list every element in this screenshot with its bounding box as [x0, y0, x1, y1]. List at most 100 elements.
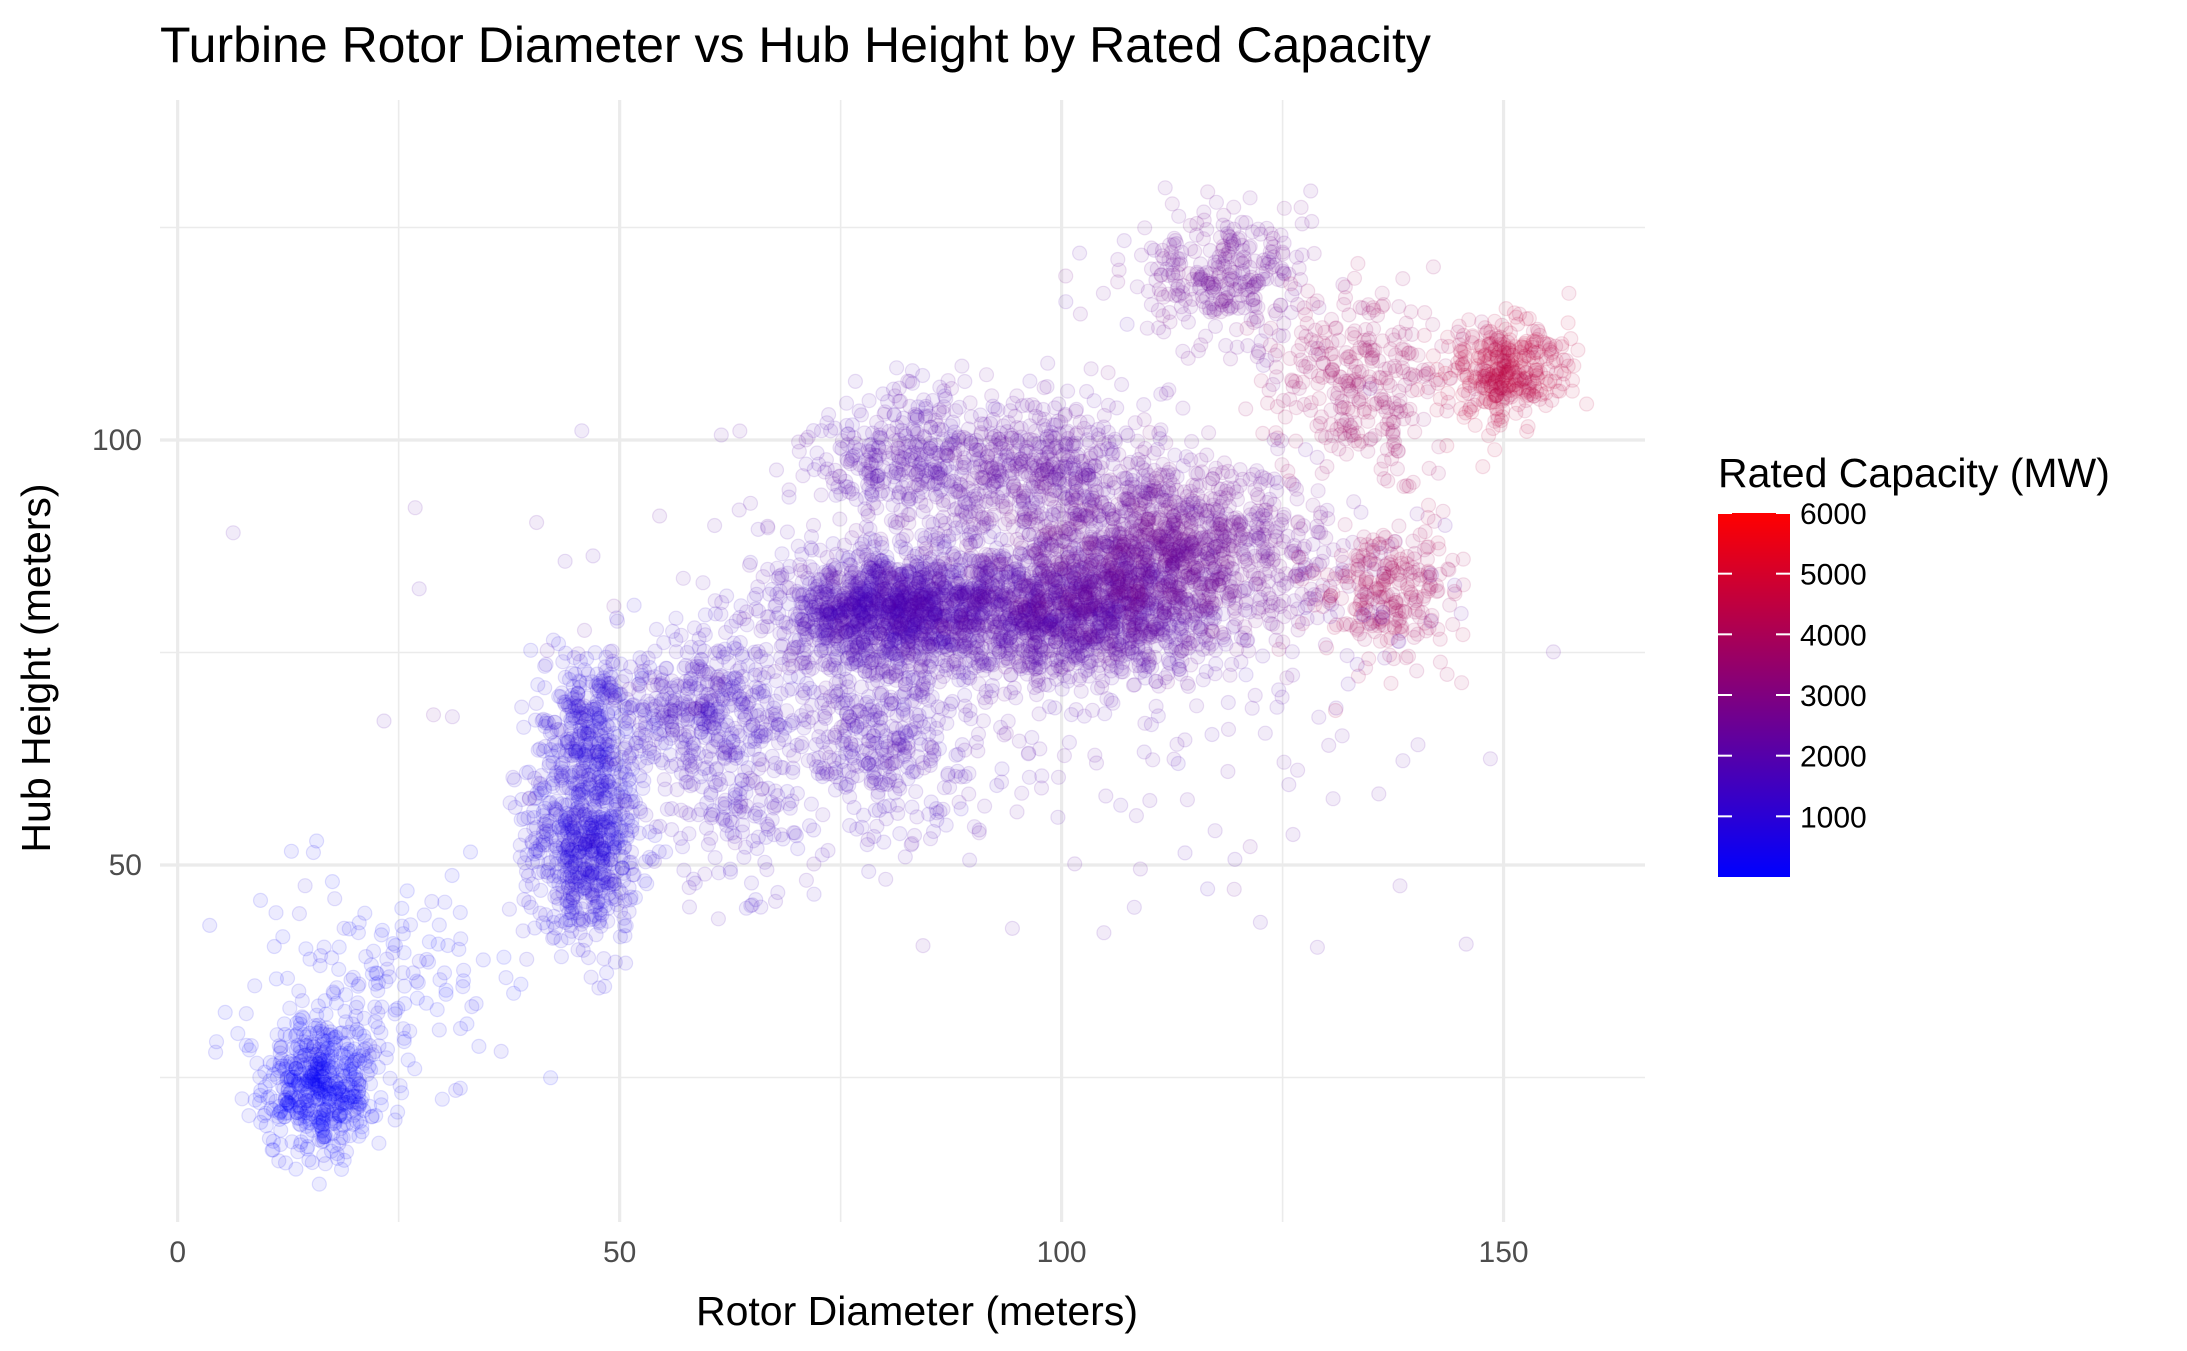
data-point: [769, 797, 786, 813]
data-point: [282, 1000, 298, 1016]
data-point: [238, 1037, 254, 1054]
data-point: [292, 1083, 308, 1099]
data-point: [320, 1098, 336, 1114]
data-point: [626, 597, 642, 613]
data-point: [326, 1039, 342, 1056]
data-point: [217, 1004, 233, 1021]
data-point: [314, 1021, 330, 1037]
data-point: [813, 643, 829, 659]
data-point: [285, 1069, 302, 1085]
data-point: [596, 950, 612, 967]
data-point: [277, 1155, 294, 1171]
data-point: [321, 1091, 337, 1107]
data-point: [252, 1087, 268, 1104]
data-point: [600, 675, 616, 691]
data-point: [857, 758, 873, 774]
data-point: [695, 622, 712, 639]
data-point: [326, 1102, 342, 1118]
data-point: [617, 955, 634, 971]
data-point: [416, 907, 432, 923]
data-point: [755, 684, 771, 700]
data-point: [331, 1108, 347, 1124]
data-point: [354, 1089, 370, 1106]
data-point: [317, 1088, 333, 1104]
data-point: [536, 863, 552, 880]
data-point: [327, 891, 343, 907]
data-point: [564, 748, 580, 764]
data-point: [709, 711, 725, 728]
data-point: [262, 1073, 278, 1089]
data-point: [268, 905, 284, 921]
data-point: [1238, 667, 1254, 683]
data-point: [293, 1048, 309, 1065]
data-point: [801, 818, 818, 834]
data-point: [347, 1080, 363, 1096]
data-point: [325, 1031, 341, 1047]
data-point: [546, 929, 562, 945]
data-point: [653, 752, 669, 768]
data-point: [370, 1005, 386, 1021]
data-point: [975, 713, 992, 729]
data-point: [290, 1077, 306, 1093]
data-point: [351, 976, 367, 992]
data-point: [343, 1043, 359, 1059]
data-point: [803, 540, 819, 556]
data-point: [542, 1070, 559, 1086]
data-point: [230, 1025, 246, 1042]
data-point: [331, 1080, 347, 1096]
data-point: [409, 990, 425, 1006]
data-point: [696, 761, 712, 777]
data-point: [290, 1097, 306, 1114]
data-point: [325, 1106, 341, 1122]
data-point: [370, 982, 386, 999]
data-point: [665, 727, 681, 743]
data-point: [520, 809, 536, 826]
data-point: [268, 1093, 284, 1110]
data-point: [288, 1161, 304, 1177]
data-point: [496, 949, 512, 965]
data-point: [658, 660, 674, 676]
data-point: [462, 844, 479, 860]
data-point: [325, 1126, 341, 1142]
data-point: [315, 1129, 331, 1145]
data-point: [335, 1035, 352, 1051]
data-point: [349, 1071, 365, 1088]
data-point: [607, 876, 623, 892]
data-point: [872, 626, 888, 642]
data-point: [278, 1092, 294, 1108]
data-point: [709, 656, 725, 672]
data-point: [309, 1025, 325, 1041]
data-point: [652, 818, 668, 835]
data-point: [790, 840, 806, 857]
data-point: [349, 1105, 365, 1121]
data-point: [1247, 687, 1263, 704]
data-point: [901, 646, 917, 663]
data-point: [261, 1130, 277, 1147]
data-point: [238, 1005, 254, 1022]
data-point: [351, 1095, 367, 1112]
data-point: [317, 1052, 333, 1068]
data-point: [385, 935, 401, 952]
data-point: [311, 1077, 327, 1093]
data-point: [437, 894, 453, 910]
data-point: [710, 911, 727, 927]
data-point: [318, 1107, 334, 1123]
data-point: [298, 1086, 315, 1102]
data-point: [436, 965, 453, 981]
data-point: [314, 1077, 330, 1093]
data-point: [314, 1061, 330, 1077]
data-point: [548, 832, 565, 848]
data-point: [543, 741, 559, 758]
data-point: [431, 1022, 447, 1038]
data-point: [566, 807, 582, 824]
data-point: [520, 868, 537, 884]
data-point: [270, 1108, 286, 1124]
data-point: [780, 682, 796, 698]
data-point: [646, 853, 663, 870]
data-point: [320, 1027, 336, 1043]
data-point: [866, 707, 883, 723]
data-point: [770, 884, 786, 901]
data-point: [528, 695, 544, 712]
data-point: [861, 863, 877, 880]
